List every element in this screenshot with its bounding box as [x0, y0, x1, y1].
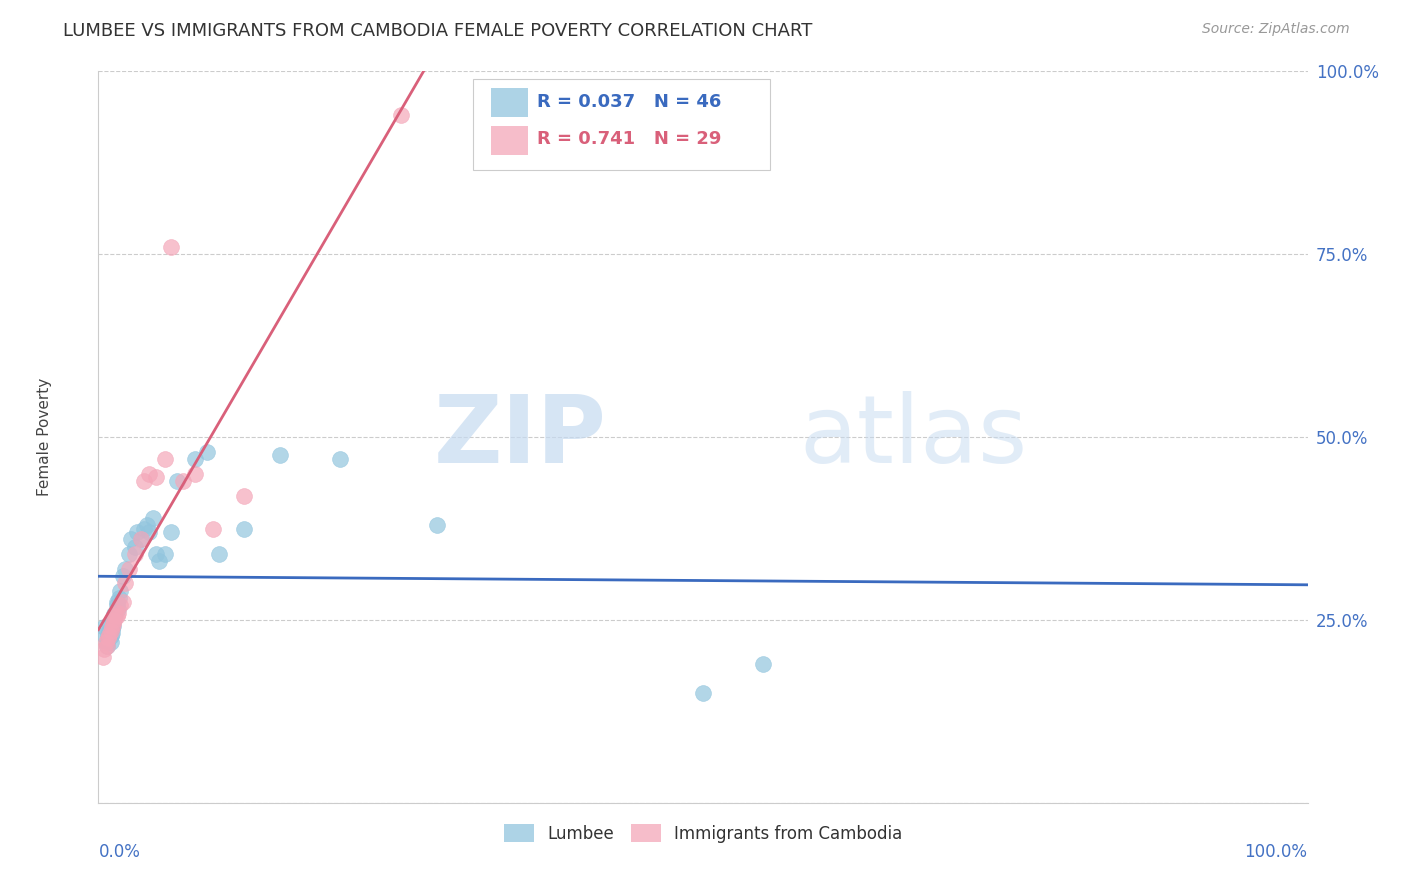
- Point: [138, 467, 160, 481]
- Point: [107, 602, 129, 616]
- Point: [101, 615, 124, 629]
- Point: [426, 517, 449, 532]
- Point: [98, 616, 121, 631]
- Text: R = 0.037   N = 46: R = 0.037 N = 46: [537, 93, 721, 112]
- Text: Source: ZipAtlas.com: Source: ZipAtlas.com: [1202, 22, 1350, 37]
- Point: [160, 240, 183, 254]
- Point: [232, 521, 254, 535]
- Point: [94, 635, 117, 649]
- Text: Female Poverty: Female Poverty: [37, 378, 52, 496]
- FancyBboxPatch shape: [474, 78, 769, 170]
- Text: LUMBEE VS IMMIGRANTS FROM CAMBODIA FEMALE POVERTY CORRELATION CHART: LUMBEE VS IMMIGRANTS FROM CAMBODIA FEMAL…: [63, 22, 813, 40]
- Point: [692, 686, 714, 700]
- Point: [184, 452, 207, 467]
- Point: [145, 470, 167, 484]
- Point: [135, 517, 157, 532]
- Point: [108, 591, 131, 605]
- Point: [100, 620, 122, 634]
- Point: [134, 521, 156, 535]
- Point: [98, 624, 121, 638]
- Point: [166, 474, 188, 488]
- Point: [389, 108, 412, 122]
- Text: 0.0%: 0.0%: [98, 843, 141, 861]
- Point: [104, 609, 127, 624]
- Point: [752, 657, 775, 671]
- Text: 100.0%: 100.0%: [1244, 843, 1308, 861]
- Point: [96, 639, 118, 653]
- Point: [118, 547, 141, 561]
- Point: [232, 489, 254, 503]
- Text: atlas: atlas: [800, 391, 1028, 483]
- Point: [93, 642, 115, 657]
- Point: [96, 635, 118, 649]
- Text: ZIP: ZIP: [433, 391, 606, 483]
- Point: [105, 609, 128, 624]
- Point: [103, 607, 125, 621]
- Point: [108, 599, 131, 613]
- Point: [269, 448, 291, 462]
- Point: [105, 599, 128, 613]
- Point: [97, 632, 120, 646]
- Point: [98, 627, 121, 641]
- Point: [208, 547, 231, 561]
- Point: [101, 616, 124, 631]
- Point: [118, 562, 141, 576]
- Point: [153, 452, 176, 467]
- Point: [103, 611, 125, 625]
- Point: [108, 583, 131, 598]
- Point: [111, 569, 134, 583]
- Point: [100, 635, 122, 649]
- Point: [101, 619, 124, 633]
- Point: [91, 649, 114, 664]
- Point: [100, 629, 122, 643]
- Point: [107, 606, 129, 620]
- Bar: [492, 126, 527, 155]
- Point: [100, 624, 122, 638]
- Legend: Lumbee, Immigrants from Cambodia: Lumbee, Immigrants from Cambodia: [498, 818, 908, 849]
- Point: [114, 562, 136, 576]
- Point: [120, 533, 142, 547]
- Point: [153, 547, 176, 561]
- Point: [202, 521, 225, 535]
- Point: [93, 620, 115, 634]
- Point: [129, 533, 152, 547]
- Point: [100, 622, 122, 636]
- Point: [124, 547, 146, 561]
- Point: [103, 613, 125, 627]
- Point: [184, 467, 207, 481]
- Point: [96, 639, 118, 653]
- Point: [134, 474, 156, 488]
- Point: [145, 547, 167, 561]
- Point: [100, 626, 122, 640]
- Point: [105, 594, 128, 608]
- Point: [138, 525, 160, 540]
- Point: [172, 474, 194, 488]
- Bar: [492, 88, 527, 118]
- Point: [97, 632, 120, 646]
- Point: [195, 444, 218, 458]
- Point: [93, 627, 115, 641]
- Point: [142, 510, 165, 524]
- Text: R = 0.741   N = 29: R = 0.741 N = 29: [537, 129, 721, 148]
- Point: [124, 540, 146, 554]
- Point: [160, 525, 183, 540]
- Point: [127, 525, 149, 540]
- Point: [111, 594, 134, 608]
- Point: [129, 533, 152, 547]
- Point: [148, 554, 170, 568]
- Point: [97, 627, 120, 641]
- Point: [329, 452, 352, 467]
- Point: [114, 576, 136, 591]
